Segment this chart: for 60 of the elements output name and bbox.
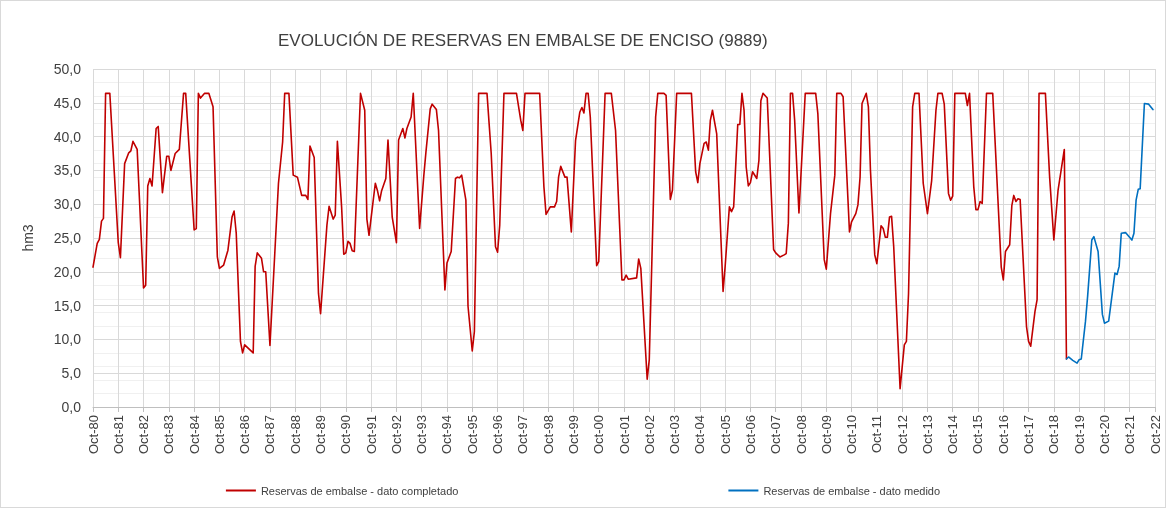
x-tick-label: Oct-82 bbox=[136, 415, 152, 455]
x-tick-label: Oct-15 bbox=[970, 415, 986, 455]
x-tick-label: Oct-07 bbox=[768, 415, 784, 455]
x-tick-label: Oct-12 bbox=[894, 415, 910, 455]
y-tick-label: 50,0 bbox=[53, 61, 82, 77]
x-tick-label: Oct-11 bbox=[869, 415, 885, 454]
x-tick-label: Oct-80 bbox=[85, 415, 101, 455]
x-tick-label: Oct-98 bbox=[540, 415, 556, 455]
x-tick-label: Oct-92 bbox=[388, 415, 404, 455]
y-tick-label: 35,0 bbox=[53, 162, 82, 179]
y-tick-label: 25,0 bbox=[53, 230, 82, 246]
legend-label: Reservas de embalse - dato medido bbox=[763, 484, 941, 497]
x-tick-label: Oct-09 bbox=[818, 415, 834, 455]
y-tick-label: 45,0 bbox=[53, 94, 82, 111]
legend-label: Reservas de embalse - dato completado bbox=[260, 484, 459, 497]
y-tick-label: 5,0 bbox=[61, 365, 82, 382]
x-tick-label: Oct-01 bbox=[616, 415, 632, 455]
x-tick-label: Oct-81 bbox=[110, 415, 126, 455]
x-tick-label: Oct-87 bbox=[262, 415, 278, 455]
x-tick-label: Oct-21 bbox=[1122, 415, 1138, 455]
x-tick-label: Oct-83 bbox=[161, 415, 177, 455]
x-tick-label: Oct-96 bbox=[490, 415, 506, 455]
x-tick-label: Oct-04 bbox=[692, 415, 708, 455]
x-tick-label: Oct-03 bbox=[667, 415, 683, 455]
x-tick-label: Oct-86 bbox=[237, 415, 253, 455]
x-tick-label: Oct-85 bbox=[211, 415, 227, 455]
line-series bbox=[92, 92, 1068, 390]
y-tick-label: 0,0 bbox=[61, 399, 82, 415]
x-tick-label: Oct-16 bbox=[995, 415, 1011, 455]
x-tick-label: Oct-06 bbox=[742, 415, 758, 455]
x-tick-label: Oct-93 bbox=[414, 415, 430, 455]
x-tick-label: Oct-08 bbox=[793, 415, 809, 455]
y-axis-title: hm3 bbox=[20, 224, 36, 252]
y-tick-label: 10,0 bbox=[53, 331, 82, 348]
x-tick-label: Oct-00 bbox=[591, 415, 607, 455]
x-tick-label: Oct-90 bbox=[338, 415, 354, 455]
x-tick-label: Oct-18 bbox=[1046, 415, 1062, 455]
x-tick-label: Oct-97 bbox=[515, 415, 531, 455]
x-tick-label: Oct-91 bbox=[363, 415, 379, 455]
x-tick-label: Oct-14 bbox=[945, 415, 961, 455]
y-tick-label: 30,0 bbox=[53, 196, 82, 213]
x-tick-label: Oct-17 bbox=[1021, 415, 1037, 455]
x-tick-label: Oct-89 bbox=[313, 415, 329, 455]
x-tick-label: Oct-19 bbox=[1071, 415, 1087, 455]
x-tick-label: Oct-22 bbox=[1147, 415, 1163, 455]
y-tick-label: 40,0 bbox=[53, 128, 82, 145]
x-tick-label: Oct-84 bbox=[186, 415, 202, 455]
x-tick-label: Oct-95 bbox=[464, 415, 480, 455]
y-tick-label: 20,0 bbox=[53, 263, 82, 280]
x-tick-label: Oct-02 bbox=[641, 415, 657, 455]
x-tick-label: Oct-88 bbox=[287, 415, 303, 455]
x-tick-label: Oct-99 bbox=[565, 415, 581, 455]
chart-title: EVOLUCIÓN DE RESERVAS EN EMBALSE DE ENCISO (9889) bbox=[278, 31, 768, 50]
x-tick-label: Oct-94 bbox=[439, 415, 455, 455]
x-tick-label: Oct-10 bbox=[844, 415, 860, 455]
y-tick-label: 15,0 bbox=[53, 297, 82, 314]
x-tick-label: Oct-13 bbox=[919, 415, 935, 455]
x-tick-label: Oct-05 bbox=[717, 415, 733, 455]
line-series bbox=[1065, 102, 1154, 364]
x-tick-label: Oct-20 bbox=[1096, 415, 1112, 455]
